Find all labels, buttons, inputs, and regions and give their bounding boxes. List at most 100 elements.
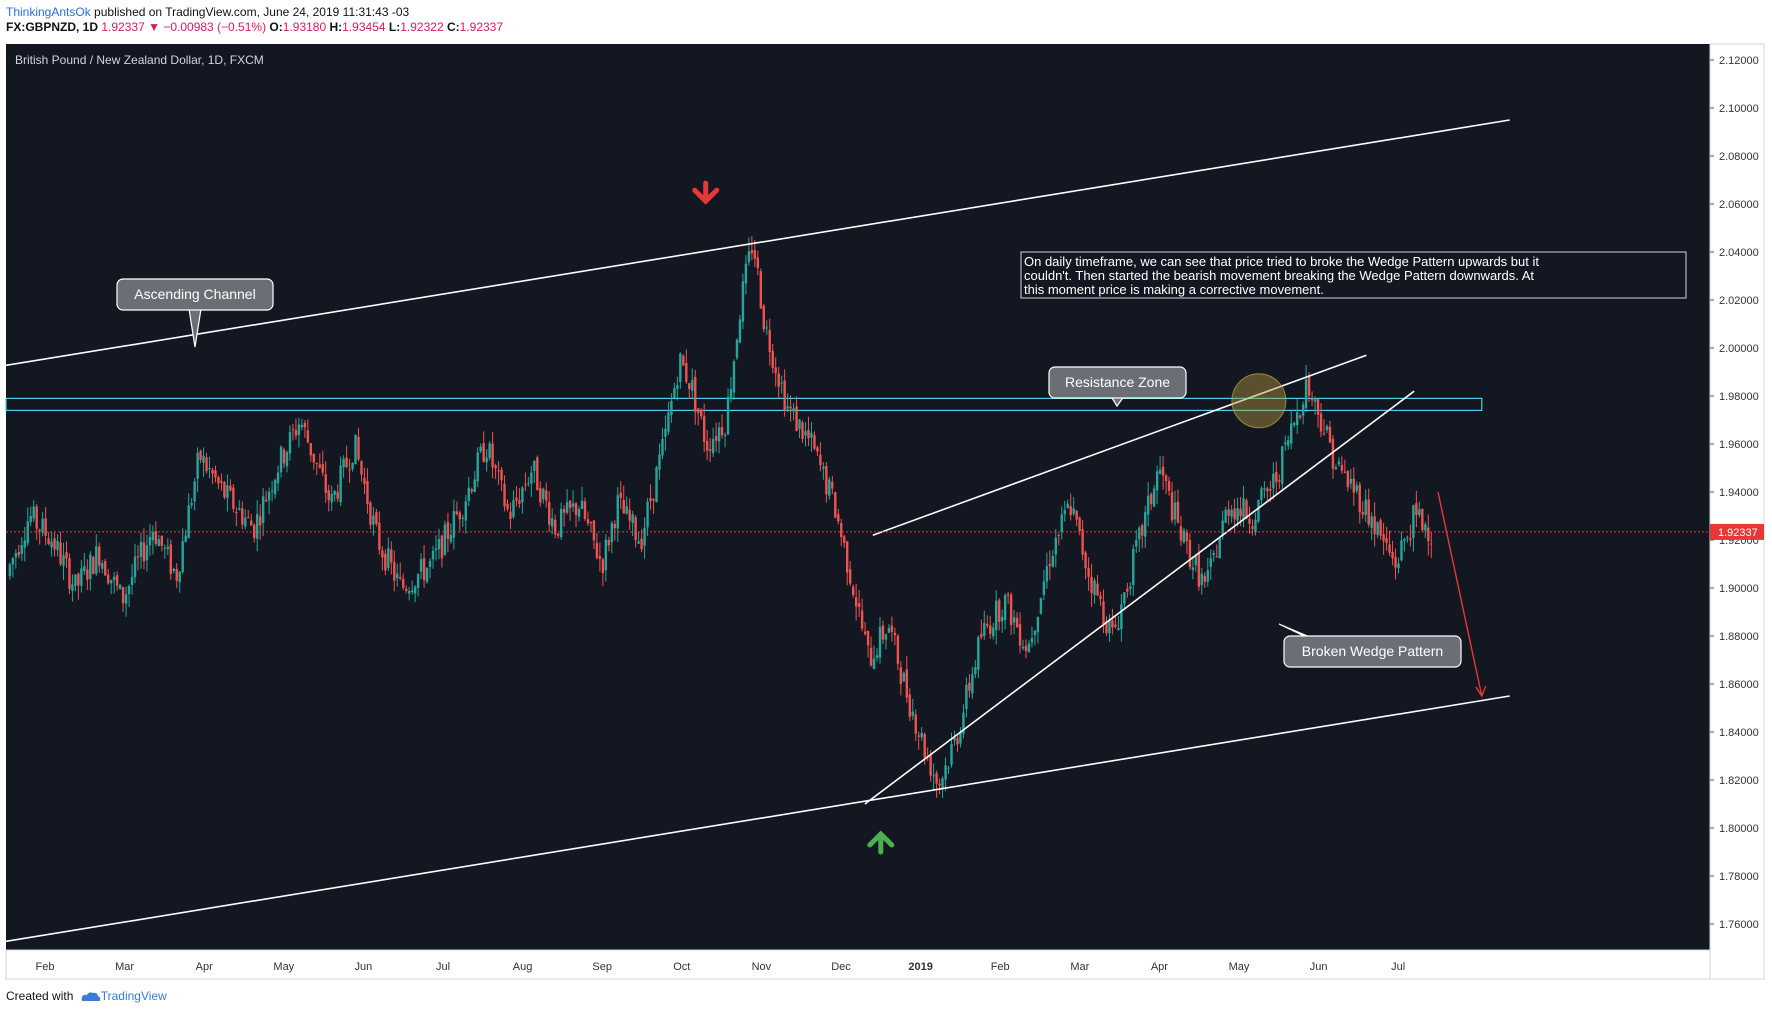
candle-down[interactable]	[771, 350, 774, 368]
candle-up[interactable]	[1224, 509, 1227, 523]
candle-up[interactable]	[467, 487, 470, 501]
candle-down[interactable]	[1141, 525, 1144, 536]
candle-up[interactable]	[551, 518, 554, 527]
candle-up[interactable]	[1290, 423, 1293, 444]
candle-up[interactable]	[41, 518, 44, 534]
candle-up[interactable]	[238, 508, 241, 510]
candle-down[interactable]	[640, 538, 643, 550]
candle-up[interactable]	[62, 555, 65, 566]
candle-down[interactable]	[98, 546, 101, 566]
candle-down[interactable]	[1111, 620, 1114, 628]
candle-down[interactable]	[589, 522, 593, 524]
candle-down[interactable]	[756, 257, 760, 268]
candle-up[interactable]	[1370, 516, 1373, 528]
candle-down[interactable]	[1015, 617, 1019, 628]
candle-up[interactable]	[711, 439, 715, 454]
candle-down[interactable]	[854, 597, 858, 607]
candle-up[interactable]	[372, 515, 375, 525]
candle-up[interactable]	[342, 458, 345, 468]
candle-down[interactable]	[59, 542, 62, 565]
candle-up[interactable]	[443, 524, 447, 555]
candle-down[interactable]	[905, 669, 909, 698]
candle-down[interactable]	[846, 541, 849, 573]
candle-up[interactable]	[1173, 502, 1177, 520]
candle-down[interactable]	[1298, 415, 1302, 418]
candle-down[interactable]	[1075, 510, 1078, 520]
candle-down[interactable]	[968, 682, 971, 691]
candle-up[interactable]	[95, 546, 98, 574]
candle-up[interactable]	[1281, 446, 1284, 484]
candle-down[interactable]	[1167, 480, 1171, 491]
candle-up[interactable]	[679, 353, 682, 383]
candle-down[interactable]	[1248, 518, 1251, 524]
candle-down[interactable]	[866, 630, 870, 646]
candle-down[interactable]	[1373, 516, 1376, 535]
candle-up[interactable]	[139, 541, 143, 557]
candle-down[interactable]	[1269, 489, 1272, 491]
candle-up[interactable]	[717, 427, 721, 442]
candle-down[interactable]	[825, 465, 828, 495]
candle-down[interactable]	[47, 538, 50, 544]
candle-up[interactable]	[732, 361, 736, 393]
candle-up[interactable]	[780, 382, 783, 384]
candle-up[interactable]	[995, 600, 998, 631]
candle-down[interactable]	[562, 509, 566, 513]
candle-down[interactable]	[345, 457, 348, 467]
candle-down[interactable]	[241, 508, 244, 525]
candle-up[interactable]	[1060, 514, 1063, 533]
candle-down[interactable]	[899, 667, 903, 685]
candle-down[interactable]	[568, 500, 572, 508]
candle-up[interactable]	[1152, 488, 1156, 507]
candle-down[interactable]	[324, 474, 327, 493]
candle-down[interactable]	[369, 502, 372, 525]
candle-down[interactable]	[1215, 556, 1218, 558]
candle-up[interactable]	[226, 485, 229, 499]
candle-up[interactable]	[56, 540, 59, 550]
candle-down[interactable]	[837, 514, 840, 522]
candle-down[interactable]	[997, 600, 1001, 622]
candle-up[interactable]	[804, 431, 807, 436]
candle-up[interactable]	[1117, 628, 1120, 631]
candle-down[interactable]	[607, 539, 611, 546]
candle-down[interactable]	[1245, 500, 1248, 519]
candle-up[interactable]	[1418, 509, 1421, 516]
candle-down[interactable]	[327, 490, 330, 501]
candle-up[interactable]	[577, 509, 581, 517]
candle-down[interactable]	[813, 435, 816, 449]
candle-up[interactable]	[658, 454, 661, 470]
candle-up[interactable]	[1301, 404, 1305, 416]
candle-up[interactable]	[902, 672, 906, 682]
candle-down[interactable]	[705, 441, 709, 451]
candle-down[interactable]	[1197, 553, 1201, 587]
candle-down[interactable]	[1057, 534, 1060, 536]
candle-up[interactable]	[1129, 586, 1132, 589]
candle-down[interactable]	[1391, 551, 1394, 559]
candle-down[interactable]	[17, 552, 21, 556]
channel-upper-line[interactable]	[0, 119, 1510, 372]
candle-down[interactable]	[1233, 508, 1236, 520]
candle-down[interactable]	[697, 408, 700, 414]
candle-down[interactable]	[545, 490, 548, 501]
candle-up[interactable]	[464, 501, 467, 521]
candle-down[interactable]	[402, 578, 405, 588]
candle-up[interactable]	[23, 540, 26, 548]
candle-down[interactable]	[1069, 506, 1072, 516]
candle-up[interactable]	[297, 424, 301, 435]
candle-down[interactable]	[142, 542, 146, 562]
candle-down[interactable]	[92, 557, 95, 574]
candle-up[interactable]	[1108, 619, 1111, 634]
candle-down[interactable]	[458, 512, 462, 520]
candle-up[interactable]	[661, 438, 664, 456]
candle-down[interactable]	[214, 470, 217, 478]
candle-up[interactable]	[1138, 527, 1141, 540]
candle-up[interactable]	[992, 627, 995, 637]
candle-down[interactable]	[1379, 520, 1382, 536]
candle-down[interactable]	[986, 624, 989, 626]
candle-up[interactable]	[670, 400, 673, 415]
candle-down[interactable]	[65, 552, 68, 559]
candle-down[interactable]	[1275, 471, 1278, 483]
candle-up[interactable]	[1033, 630, 1037, 635]
candle-up[interactable]	[157, 539, 161, 546]
candle-down[interactable]	[44, 518, 47, 536]
candle-up[interactable]	[786, 406, 789, 409]
